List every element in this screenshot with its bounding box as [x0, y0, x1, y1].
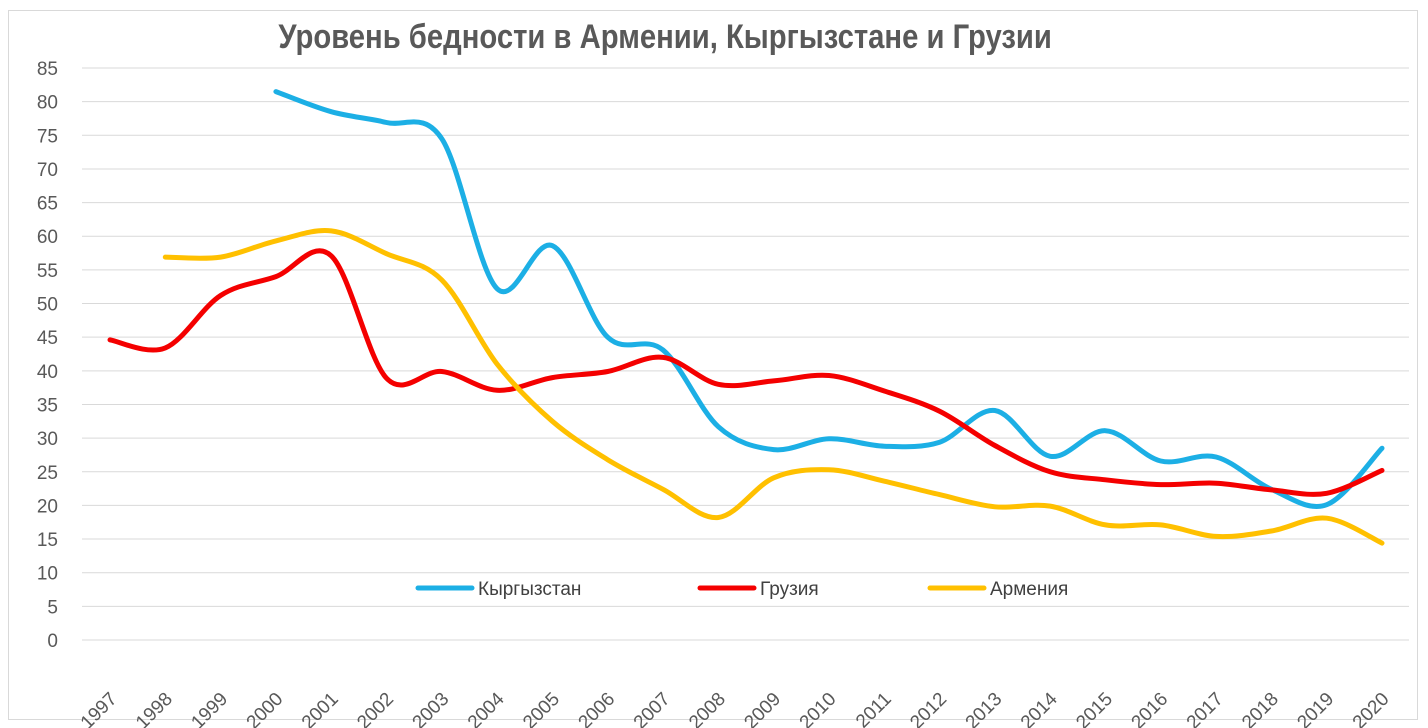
x-tick-label: 2016	[1128, 689, 1173, 728]
x-tick-label: 2013	[962, 689, 1007, 728]
series-line-armenia	[162, 228, 1385, 546]
y-tick-label: 65	[37, 194, 58, 215]
y-tick-label: 50	[37, 295, 58, 316]
y-tick-label: 45	[37, 328, 58, 349]
x-tick-label: 2002	[353, 689, 398, 728]
x-tick-label: 2005	[519, 689, 564, 728]
series-line-kyrgyzstan	[273, 89, 1385, 509]
y-tick-label: 30	[37, 429, 58, 450]
y-tick-label: 25	[37, 463, 58, 484]
x-tick-label: 2001	[298, 689, 343, 728]
x-tick-label: 2009	[740, 689, 785, 728]
chart-title: Уровень бедности в Армении, Кыргызстане …	[278, 18, 1052, 56]
x-tick-label: 2020	[1349, 689, 1394, 728]
y-tick-label: 20	[37, 496, 58, 517]
y-tick-label: 55	[37, 261, 58, 282]
y-tick-label: 35	[37, 395, 58, 416]
x-tick-label: 2012	[906, 689, 951, 728]
x-tick-label: 1998	[132, 689, 177, 728]
y-tick-label: 5	[47, 597, 58, 618]
y-tick-label: 85	[37, 59, 58, 80]
x-axis-ticks: 1997 1998 1999 2000 2001 2002 2003 2004 2005 2006…	[77, 688, 1394, 728]
y-tick-label: 80	[37, 93, 58, 114]
x-tick-label: 2004	[464, 688, 509, 728]
y-tick-label: 10	[37, 564, 58, 585]
x-tick-label: 2010	[796, 689, 841, 728]
x-tick-label: 2003	[409, 689, 454, 728]
x-tick-label: 2017	[1183, 689, 1228, 728]
series-line-georgia	[107, 248, 1385, 497]
legend: Кыргызстан Грузия Армения	[415, 579, 1068, 600]
chart-frame	[8, 10, 1418, 720]
x-tick-label: 2011	[852, 689, 896, 728]
y-tick-label: 75	[37, 126, 58, 147]
x-tick-label: 2000	[243, 689, 288, 728]
y-tick-label: 40	[37, 362, 58, 383]
x-tick-label: 2014	[1017, 688, 1062, 728]
x-tick-label: 1999	[187, 689, 232, 728]
x-tick-label: 2018	[1238, 689, 1283, 728]
legend-label-georgia: Грузия	[760, 579, 819, 600]
x-tick-label: 2008	[685, 689, 730, 728]
gridlines	[82, 67, 1409, 641]
series-lines	[107, 89, 1385, 546]
y-tick-label: 0	[47, 631, 58, 652]
y-axis-ticks: 0 5 10 15 20 25 30 35 40 45 50 55 60 65 70 75 80 85	[37, 59, 58, 652]
x-tick-label: 2019	[1293, 689, 1338, 728]
x-tick-label: 2006	[575, 689, 620, 728]
x-tick-label: 1997	[77, 689, 122, 728]
x-tick-label: 2015	[1072, 689, 1117, 728]
legend-label-kyrgyzstan: Кыргызстан	[478, 579, 581, 600]
y-tick-label: 15	[37, 530, 58, 551]
x-tick-label: 2007	[630, 689, 675, 728]
y-tick-label: 70	[37, 160, 58, 181]
legend-label-armenia: Армения	[990, 579, 1068, 600]
y-tick-label: 60	[37, 227, 58, 248]
